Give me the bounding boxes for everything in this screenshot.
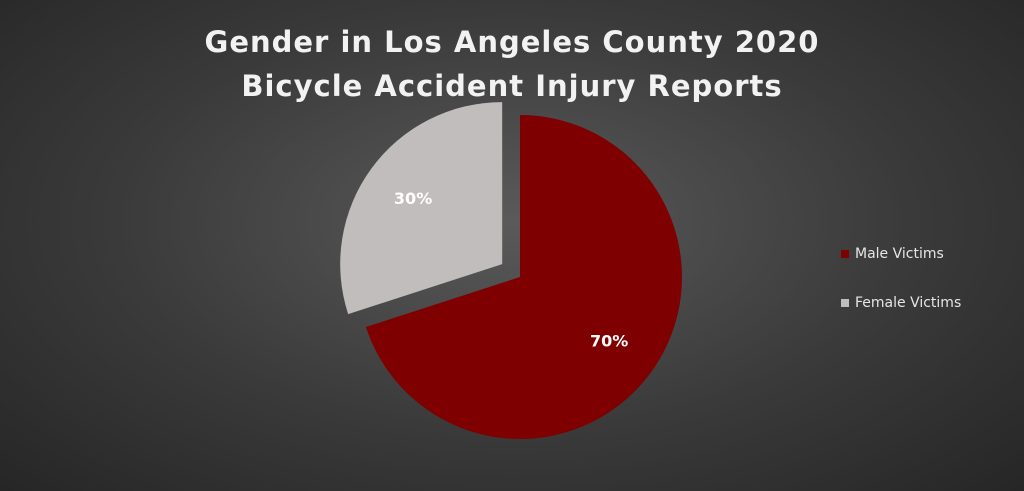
- pie-slice: [365, 115, 682, 439]
- pie-slice: [340, 102, 503, 315]
- legend-label: Male Victims: [855, 246, 944, 262]
- data-label: 30%: [394, 189, 432, 208]
- legend-swatch: [841, 299, 849, 307]
- chart-title: Gender in Los Angeles County 2020 Bicycl…: [204, 25, 820, 103]
- legend-label: Female Victims: [855, 295, 961, 311]
- legend-swatch: [841, 250, 849, 258]
- data-label: 70%: [590, 331, 628, 350]
